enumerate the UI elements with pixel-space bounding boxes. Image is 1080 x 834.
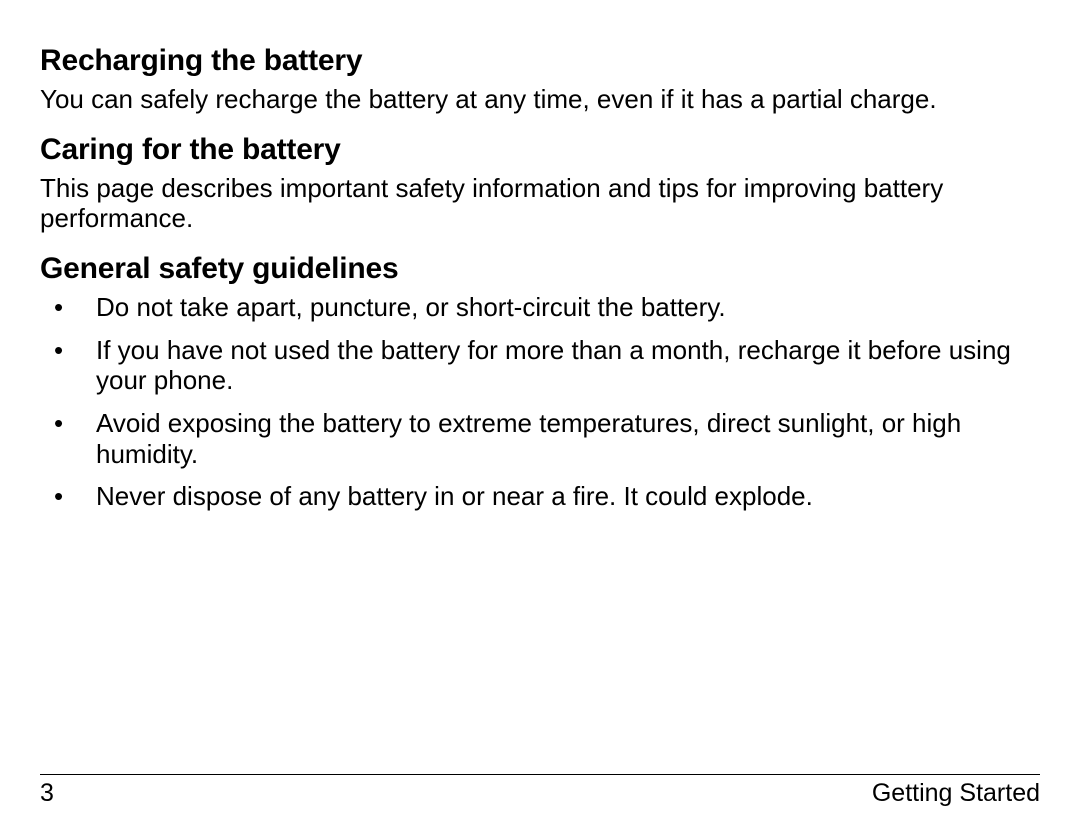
heading-caring: Caring for the battery	[40, 133, 1040, 167]
page-number: 3	[40, 779, 54, 808]
footer-section-label: Getting Started	[872, 779, 1040, 808]
document-page: Recharging the battery You can safely re…	[0, 0, 1080, 834]
page-footer: 3 Getting Started	[40, 774, 1040, 808]
heading-recharging: Recharging the battery	[40, 44, 1040, 78]
body-recharging: You can safely recharge the battery at a…	[40, 84, 1040, 115]
body-caring: This page describes important safety inf…	[40, 173, 1040, 234]
heading-safety-guidelines: General safety guidelines	[40, 252, 1040, 286]
list-item: Avoid exposing the battery to extreme te…	[40, 408, 1040, 469]
list-item: Never dispose of any battery in or near …	[40, 481, 1040, 512]
safety-bullet-list: Do not take apart, puncture, or short-ci…	[40, 292, 1040, 512]
list-item: Do not take apart, puncture, or short-ci…	[40, 292, 1040, 323]
list-item: If you have not used the battery for mor…	[40, 335, 1040, 396]
